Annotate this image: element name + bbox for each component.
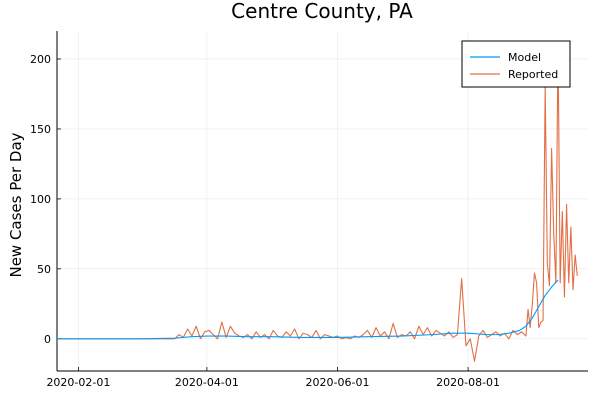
y-tick-label: 200 <box>30 53 51 66</box>
y-tick-label: 0 <box>44 333 51 346</box>
x-tick-label: 2020-06-01 <box>306 376 370 389</box>
series-line-reported <box>57 41 578 362</box>
legend: Model Reported <box>461 40 571 88</box>
y-tick-label: 150 <box>30 123 51 136</box>
x-tick-label: 2020-02-01 <box>46 376 110 389</box>
y-axis-title: New Cases Per Day <box>7 132 25 277</box>
y-tick-label: 50 <box>37 263 51 276</box>
legend-label-model: Model <box>508 51 541 64</box>
x-tick-label: 2020-04-01 <box>175 376 239 389</box>
tick-labels: 0 50 100 150 200 2020-02-01 2020-04-01 2020-06-… <box>30 53 500 389</box>
legend-label-reported: Reported <box>508 68 558 81</box>
x-tick-label: 2020-08-01 <box>436 376 500 389</box>
series-layer <box>57 41 578 362</box>
chart-title: Centre County, PA <box>231 0 413 23</box>
y-tick-label: 100 <box>30 193 51 206</box>
series-line-model <box>57 279 559 340</box>
legend-box <box>461 40 571 88</box>
